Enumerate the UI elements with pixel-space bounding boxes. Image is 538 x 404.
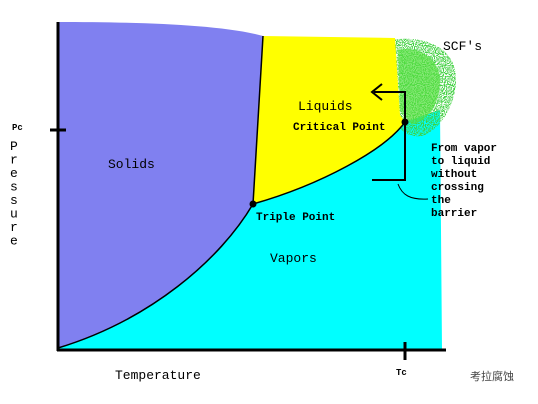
vapor-region	[58, 110, 442, 350]
y-axis-letter: r	[10, 153, 18, 168]
triple-point	[249, 200, 257, 208]
critical-label: Critical Point	[293, 122, 385, 134]
liquids-label: Liquids	[298, 99, 353, 114]
x-axis-label: Temperature	[115, 368, 201, 383]
annotation-line: to liquid	[431, 156, 490, 168]
solid-region	[58, 22, 263, 348]
leader	[397, 183, 429, 200]
y-axis-letter: e	[10, 166, 18, 181]
y-axis-letter: s	[10, 193, 18, 208]
path-arrow	[372, 91, 406, 181]
annotation-line: the	[431, 195, 451, 207]
triple-label: Triple Point	[256, 212, 335, 224]
y-axis-letter: P	[10, 139, 18, 154]
scf-label: SCF's	[443, 39, 482, 54]
pc-label: Pc	[12, 123, 23, 133]
y-axis-letter: s	[10, 180, 18, 195]
solids-label: Solids	[108, 157, 155, 172]
watermark: 考拉腐蚀	[470, 369, 514, 383]
y-axis-letter: u	[10, 207, 18, 222]
annotation-line: From vapor	[431, 143, 497, 155]
annotation-line: without	[431, 169, 477, 181]
y-axis-letter: e	[10, 234, 18, 249]
arrow-head	[370, 83, 383, 101]
vapors-label: Vapors	[270, 251, 317, 266]
liquid-region	[253, 36, 405, 204]
annotation-line: barrier	[431, 208, 477, 220]
tc-label: Tc	[396, 368, 407, 378]
scf-core	[398, 49, 440, 125]
annotation-line: crossing	[431, 182, 484, 194]
y-axis-letter: r	[10, 220, 18, 235]
